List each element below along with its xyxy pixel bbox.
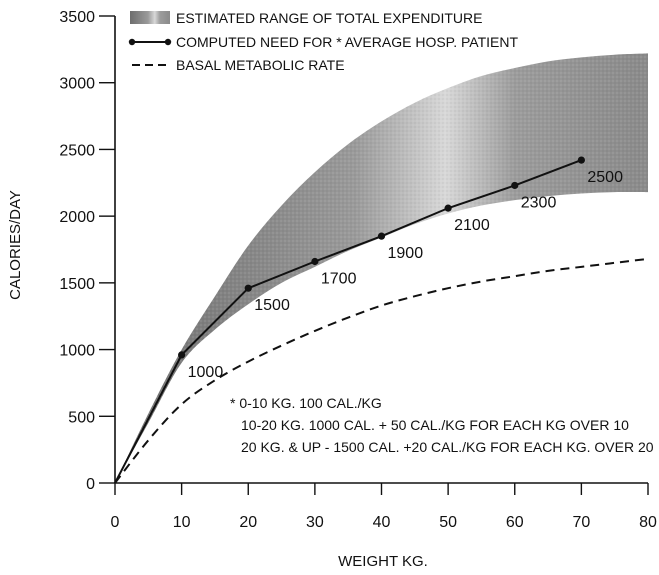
y-axis-title: CALORIES/DAY bbox=[7, 190, 24, 300]
x-tick-label: 40 bbox=[373, 514, 391, 531]
computed-need-point bbox=[577, 156, 585, 164]
legend-swatch-band bbox=[130, 11, 170, 24]
x-axis-ticks: 0 10 20 30 40 50 60 70 80 bbox=[111, 483, 657, 531]
x-tick-label: 0 bbox=[111, 514, 120, 531]
computed-need-point-label: 2100 bbox=[454, 217, 490, 234]
annotation-line-3: 20 KG. & UP - 1500 CAL. +20 CAL./KG FOR … bbox=[241, 439, 654, 455]
legend-label-need: COMPUTED NEED FOR * AVERAGE HOSP. PATIEN… bbox=[176, 34, 518, 50]
x-tick-label: 10 bbox=[173, 514, 191, 531]
x-axis-title: WEIGHT KG. bbox=[338, 553, 428, 570]
y-tick-label: 2000 bbox=[59, 209, 95, 226]
computed-need-point-label: 1900 bbox=[388, 245, 424, 262]
x-tick-label: 70 bbox=[572, 514, 590, 531]
legend-label-basal: BASAL METABOLIC RATE bbox=[176, 57, 345, 73]
y-axis-ticks: 0 500 1000 1500 2000 2500 3000 3500 bbox=[59, 9, 115, 493]
y-tick-label: 1000 bbox=[59, 343, 95, 360]
y-tick-label: 3500 bbox=[59, 9, 95, 26]
x-tick-label: 20 bbox=[239, 514, 257, 531]
x-tick-label: 30 bbox=[306, 514, 324, 531]
computed-need-point-label: 1000 bbox=[188, 364, 224, 381]
range-band-group bbox=[115, 53, 648, 484]
computed-need-point-label: 2300 bbox=[521, 194, 557, 211]
x-tick-label: 80 bbox=[639, 514, 657, 531]
computed-need-point bbox=[444, 204, 452, 212]
annotation-line-2: 10-20 KG. 1000 CAL. + 50 CAL./KG FOR EAC… bbox=[241, 417, 629, 433]
computed-need-point-label: 1700 bbox=[321, 271, 357, 288]
computed-need-point bbox=[511, 181, 519, 190]
annotation-line-1: * 0-10 KG. 100 CAL./KG bbox=[230, 395, 382, 411]
computed-need-point-label: 2500 bbox=[587, 169, 623, 186]
y-tick-label: 3000 bbox=[59, 76, 95, 93]
computed-need-point bbox=[244, 284, 252, 292]
computed-need-point bbox=[311, 257, 319, 266]
computed-need-point bbox=[178, 351, 186, 359]
legend-marker-need-end bbox=[164, 38, 172, 46]
x-tick-label: 50 bbox=[439, 514, 457, 531]
legend-label-band: ESTIMATED RANGE OF TOTAL EXPENDITURE bbox=[176, 10, 483, 26]
expenditure-range-band-texture bbox=[115, 53, 648, 484]
y-tick-label: 2500 bbox=[59, 142, 95, 159]
computed-need-point bbox=[377, 232, 386, 240]
y-tick-label: 500 bbox=[68, 409, 95, 426]
axes: 0 500 1000 1500 2000 2500 3000 3500 0 10 20 30 40 50… bbox=[59, 9, 657, 531]
computed-need-point-label: 1500 bbox=[254, 297, 290, 314]
series-layer: 1000 1500 1700 1900 2100 2300 2500 bbox=[114, 156, 649, 484]
y-tick-label: 0 bbox=[86, 476, 95, 493]
y-tick-label: 1500 bbox=[59, 276, 95, 293]
legend-marker-need-start bbox=[128, 38, 136, 46]
computed-need-line bbox=[114, 159, 582, 484]
x-tick-label: 60 bbox=[506, 514, 524, 531]
legend: ESTIMATED RANGE OF TOTAL EXPENDITURE COM… bbox=[128, 10, 518, 73]
annotation-note: * 0-10 KG. 100 CAL./KG 10-20 KG. 1000 CA… bbox=[230, 395, 654, 455]
